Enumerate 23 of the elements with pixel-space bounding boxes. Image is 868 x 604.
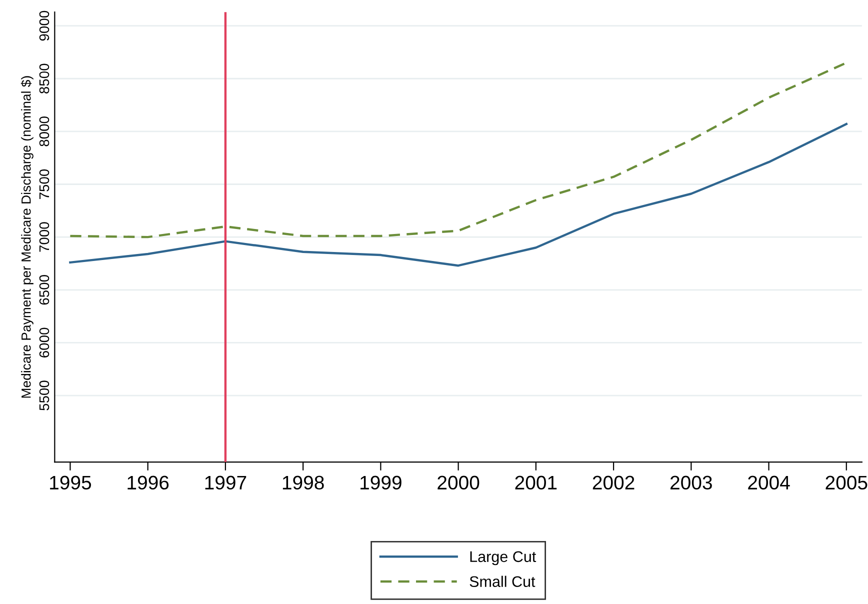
y-tick-label: 7500 (39, 169, 50, 199)
y-tick-label: 8500 (39, 64, 50, 94)
x-tick-label: 2004 (748, 476, 790, 490)
x-tick-label: 1997 (205, 476, 246, 490)
x-tick-label: 1999 (360, 476, 402, 490)
y-tick-label: 6000 (39, 328, 50, 358)
line-series (69, 122, 848, 267)
y-tick-label: 8000 (39, 116, 50, 146)
y-tick-label: 7000 (39, 222, 50, 252)
x-tick-label: 2005 (826, 476, 868, 490)
x-tick-label: 1996 (128, 476, 169, 490)
x-tick-label: 2002 (592, 476, 634, 490)
x-tick-label: 2000 (438, 476, 480, 490)
x-tick-label: 2003 (670, 476, 712, 490)
y-tick-label: 5500 (39, 380, 50, 410)
x-tick-label: 1998 (282, 476, 324, 490)
y-axis-title: Medicare Payment per Medicare Discharge (nominal $) (20, 76, 34, 398)
y-tick-label: 6500 (39, 274, 50, 305)
legend-label: Small Cut (470, 576, 536, 588)
y-tick-label: 9000 (39, 10, 50, 41)
x-tick-label: 2001 (515, 476, 557, 490)
legend-label: Large Cut (470, 551, 536, 566)
x-tick-label: 1995 (50, 476, 92, 490)
